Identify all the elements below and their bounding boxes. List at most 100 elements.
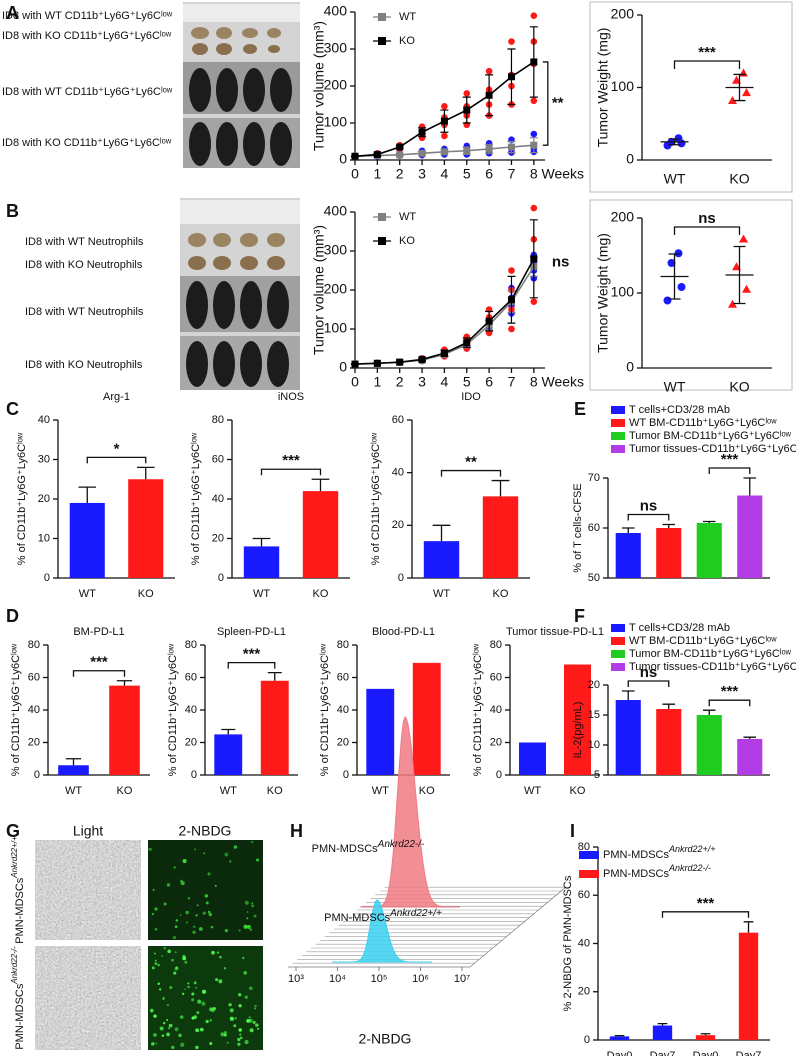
y-tick-label: 100 <box>611 78 635 94</box>
fluorescent-cell <box>151 1042 155 1046</box>
x-tick-label: WT <box>79 588 96 600</box>
data-point <box>441 103 448 110</box>
y-tick-label: 300 <box>324 242 348 258</box>
fluorescent-cell <box>185 921 188 924</box>
fluorescent-cell <box>157 982 161 986</box>
fluorescent-cell <box>211 1009 215 1013</box>
fluorescent-cell <box>216 951 220 954</box>
label-text: PMN-MDSCs <box>603 849 669 861</box>
x-tick-label: 8 Weeks <box>530 166 584 182</box>
significance-bracket <box>227 661 276 669</box>
fluorescent-cell <box>238 1028 243 1032</box>
fluorescent-cell <box>163 902 167 906</box>
y-tick-label: 400 <box>324 3 348 19</box>
bar <box>737 495 763 578</box>
legend-swatch <box>611 445 625 453</box>
y-tick-label: 80 <box>578 841 590 853</box>
fluorescent-cell <box>243 924 248 929</box>
label-superscript: Ankrd22+/+ <box>10 836 19 879</box>
legend-label: Tumor tissues-CD11b⁺Ly6G⁺Ly6Cˡᵒʷ <box>629 443 796 455</box>
legend-swatch <box>579 870 599 878</box>
significance-label: *** <box>90 654 108 671</box>
y-axis-label: % of CD11b⁺Ly6G⁺Ly6Cˡᵒʷ <box>319 643 331 776</box>
fluorescent-cell <box>175 966 179 970</box>
x-tick-label: 1 <box>373 374 381 390</box>
data-point <box>485 67 493 75</box>
legend-label: WT BM-CD11b⁺Ly6G⁺Ly6Cˡᵒʷ <box>629 417 777 429</box>
y-tick-label: 40 <box>337 704 349 716</box>
x-tick-label: WT <box>433 588 450 600</box>
legend-label: KO <box>399 35 415 47</box>
fluorescent-cell <box>238 1004 242 1008</box>
photo-label: ID8 with WT CD11b⁺Ly6G⁺Ly6Cˡᵒʷ <box>2 10 173 22</box>
fluorescent-cell <box>223 1031 227 1035</box>
y-tick-label: 100 <box>324 114 348 130</box>
error-bar <box>621 527 635 533</box>
legend-swatch <box>611 650 625 658</box>
bar <box>412 662 441 775</box>
y-tick-label: 60 <box>588 522 600 534</box>
fluorescent-cell <box>218 979 223 984</box>
legend-label: WT <box>399 11 416 23</box>
y-tick-label: 50 <box>588 572 600 584</box>
fluorescent-cell <box>249 928 253 931</box>
bar <box>260 680 289 775</box>
fluorescent-cell <box>162 997 165 1000</box>
error-bar <box>621 690 635 700</box>
fluorescent-cell <box>162 996 165 999</box>
fluorescent-cell <box>237 1042 241 1046</box>
error-bar <box>700 1033 711 1036</box>
label-superscript: Ankrd22-/- <box>377 839 425 850</box>
significance-label: *** <box>282 452 300 469</box>
significance-label: *** <box>243 646 261 663</box>
bar <box>656 528 682 578</box>
bar <box>69 502 105 578</box>
fluorescent-cell <box>194 848 197 851</box>
fluorescent-cell <box>251 904 255 908</box>
photo-label: ID8 with KO Neutrophils <box>25 259 143 271</box>
y-axis-label: % of CD11b⁺Ly6G⁺Ly6Cˡᵒʷ <box>16 432 28 565</box>
fluorescent-cell <box>166 883 171 887</box>
significance-bracket <box>673 226 741 235</box>
legend-marker <box>378 237 386 245</box>
x-tick-label: KO <box>729 171 749 187</box>
fluorescent-cell <box>192 930 196 934</box>
bar <box>128 479 164 578</box>
panel-letter: H <box>290 821 303 841</box>
y-tick-label: 60 <box>490 671 502 683</box>
fluorescent-cell <box>184 988 186 991</box>
error-bar <box>662 703 676 709</box>
label-text: PMN-MDSCs <box>324 912 390 924</box>
fluorescent-cell <box>229 860 232 863</box>
significance-label: ns <box>640 664 658 681</box>
error-bar <box>702 709 716 715</box>
x-tick-label: WT <box>664 379 686 395</box>
panel-frame <box>589 1 793 193</box>
legend-swatch <box>611 637 625 645</box>
mean-marker <box>463 106 471 114</box>
significance-label: ** <box>552 95 564 112</box>
fluorescent-cell <box>182 954 186 959</box>
y-tick-label: 0 <box>339 359 347 375</box>
fluorescent-cell <box>166 1004 169 1007</box>
significance-bracket <box>440 469 502 477</box>
y-tick-label: 40 <box>578 937 590 949</box>
fluorescent-cell <box>199 1027 204 1032</box>
mean-marker <box>373 359 381 367</box>
panel-letter: D <box>6 606 19 626</box>
image-row-label: PMN-MDSCsAnkrd22-/- <box>10 946 26 1050</box>
legend-label: WT <box>399 211 416 223</box>
significance-bracket <box>72 670 126 677</box>
x-tick-label: Day0 <box>693 1050 719 1056</box>
y-tick-label: 0 <box>626 359 634 375</box>
panel-letter: F <box>574 606 585 626</box>
y-tick-label: 60 <box>337 671 349 683</box>
legend-label: Tumor BM-CD11b⁺Ly6G⁺Ly6Cˡᵒʷ <box>629 430 792 442</box>
chart-title: Blood-PD-L1 <box>372 626 435 638</box>
x-tick-label: 2 <box>396 166 404 182</box>
fluorescent-cell <box>246 911 249 913</box>
fluorescent-cell <box>248 1016 251 1019</box>
fluorescent-cell <box>202 911 207 915</box>
fluorescent-cell <box>174 1027 179 1032</box>
fluorescent-cell <box>237 993 242 997</box>
